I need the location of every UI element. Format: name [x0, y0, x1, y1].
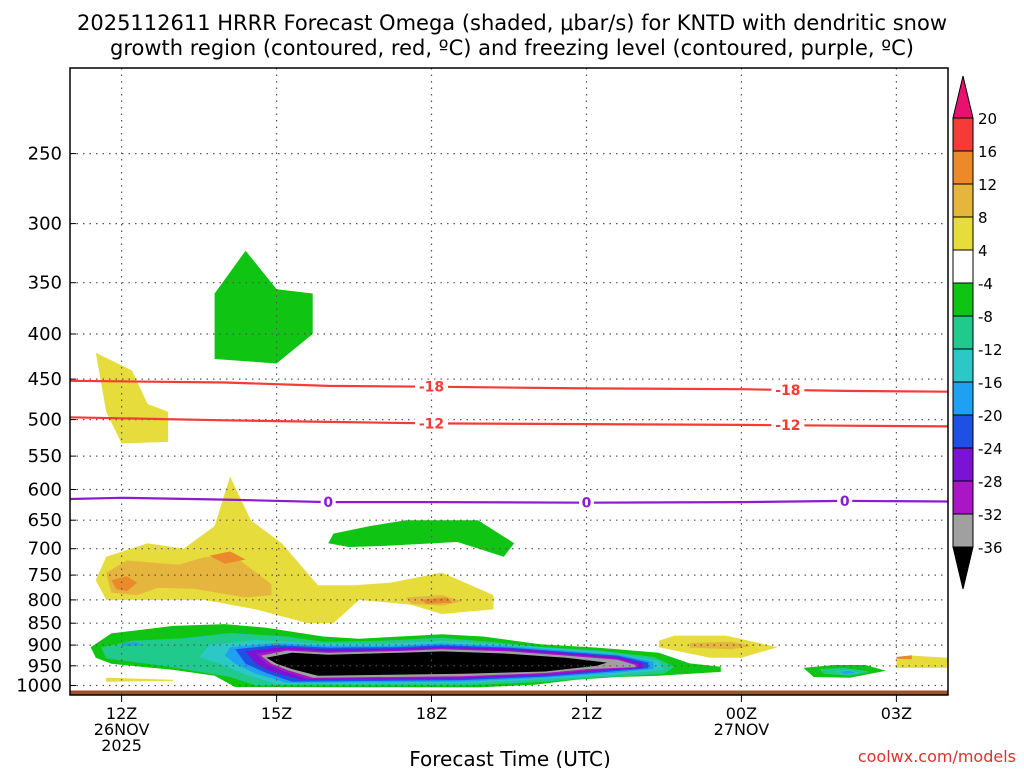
x-axis-label: Forecast Time (UTC)	[409, 747, 611, 768]
colorbar-legend: 20 16 12 8 4 -4 -8 -12 -16 -20 -24 -28 -32 -36	[952, 75, 1003, 590]
contour-label-bg-2-0	[320, 495, 336, 510]
colorbar-label-5: -4	[978, 275, 993, 293]
colorbar-label-11: -28	[978, 473, 1003, 491]
y-tick-label-450: 450	[28, 369, 62, 390]
colorbar-swatch-2	[952, 150, 974, 185]
y-tick-label-300: 300	[28, 214, 62, 235]
colorbar-swatch-1	[952, 117, 974, 152]
contour-label-bg-2-2	[837, 493, 853, 508]
y-tick-label-950: 950	[28, 656, 62, 677]
x-tick-label-00Z-0: 00Z	[726, 704, 757, 723]
y-tick-label-800: 800	[28, 590, 62, 611]
colorbar-swatch-6	[952, 282, 974, 317]
omega-region-2-2	[421, 597, 453, 604]
x-tick-label-15Z-0: 15Z	[261, 704, 292, 723]
contour-label-1-0: -12	[419, 416, 444, 432]
colorbar-label-8: -16	[978, 374, 1003, 392]
x-tick-label-21Z-0: 21Z	[571, 704, 602, 723]
colorbar-label-9: -20	[978, 407, 1003, 425]
y-tick-label-1000: 1000	[16, 676, 62, 697]
x-tick-label-12Z-1: 26NOV	[94, 720, 150, 739]
plot-frame	[69, 67, 949, 696]
x-tick-label-00Z-1: 27NOV	[714, 720, 770, 739]
contour-line-1	[70, 416, 948, 428]
colorbar-bottom-arrow	[952, 546, 974, 590]
omega-region-6-0	[121, 642, 143, 647]
contour-label-1-1: -12	[775, 418, 800, 434]
y-tick-label-900: 900	[28, 635, 62, 656]
colorbar-label-2: 12	[978, 176, 997, 194]
x-tick-label-18Z-0: 18Z	[416, 704, 447, 723]
contour-label-bg-0-1	[771, 383, 805, 397]
colorbar-label-12: -32	[978, 506, 1003, 524]
colorbar-swatch-3	[952, 183, 974, 218]
y-tick-label-700: 700	[28, 539, 62, 560]
y-tick-label-250: 250	[28, 144, 62, 165]
colorbar-label-0: 20	[978, 110, 997, 128]
omega-region-2-3	[896, 655, 912, 660]
y-tick-label-650: 650	[28, 510, 62, 531]
temperature-contours: -18 -18 -12 -12 0 0 0	[70, 379, 948, 512]
contour-label-2-2: 0	[840, 494, 850, 510]
y-tick-label-750: 750	[28, 565, 62, 586]
omega-region-2-0	[111, 576, 138, 592]
x-tick-label-12Z-0: 12Z	[106, 704, 137, 723]
colorbar-swatch-12	[952, 480, 974, 515]
y-tick-label-400: 400	[28, 324, 62, 345]
colorbar-swatch-13	[952, 513, 974, 548]
contour-label-0-1: -18	[775, 383, 800, 399]
colorbar-label-7: -12	[978, 341, 1003, 359]
omega-region-6-2	[839, 670, 855, 674]
y-tick-label-500: 500	[28, 410, 62, 431]
colorbar-swatch-9	[952, 381, 974, 416]
colorbar-label-10: -24	[978, 440, 1003, 458]
omega-region-0-4	[106, 677, 174, 682]
colorbar-swatch-5	[952, 249, 974, 284]
contour-line-2	[70, 496, 948, 504]
contour-label-0-0: -18	[419, 380, 444, 396]
colorbar-label-4: 4	[978, 242, 988, 260]
colorbar-swatch-4	[952, 216, 974, 251]
omega-region-11-0	[266, 651, 608, 676]
contour-label-bg-2-1	[579, 495, 594, 510]
colorbar-swatch-8	[952, 348, 974, 383]
x-tick-label-12Z-2: 2025	[101, 736, 142, 755]
x-tick-label-03Z-0: 03Z	[881, 704, 912, 723]
contour-label-bg-0-0	[415, 379, 448, 394]
contour-label-2-1: 0	[582, 496, 592, 512]
contour-label-bg-1-0	[415, 416, 448, 431]
colorbar-label-1: 16	[978, 143, 997, 161]
colorbar-swatch-10	[952, 414, 974, 449]
contour-line-0	[70, 379, 948, 393]
omega-region-3-1	[328, 520, 515, 557]
omega-region-2-1	[209, 551, 246, 564]
omega-region-0-1	[95, 352, 169, 444]
y-tick-label-550: 550	[28, 446, 62, 467]
chart-title-line1: 2025112611 HRRR Forecast Omega (shaded, …	[77, 11, 947, 35]
terrain-ground	[70, 690, 948, 695]
y-axis: 2503003504004505005506006507007508008509…	[16, 144, 76, 697]
contour-label-bg-1-1	[771, 418, 805, 433]
y-tick-label-350: 350	[28, 273, 62, 294]
contour-label-2-0: 0	[323, 495, 333, 511]
site-credit: coolwx.com/models	[858, 747, 1016, 766]
omega-region-3-0	[214, 250, 313, 364]
colorbar-swatch-11	[952, 447, 974, 482]
y-tick-label-850: 850	[28, 613, 62, 634]
colorbar-swatch-7	[952, 315, 974, 350]
omega-region-1-0	[106, 556, 272, 598]
colorbar-label-6: -8	[978, 308, 993, 326]
colorbar-label-13: -36	[978, 539, 1003, 557]
omega-shading-layer	[70, 250, 948, 695]
chart-title-line2: growth region (contoured, red, ºC) and f…	[110, 36, 914, 60]
y-tick-label-600: 600	[28, 480, 62, 501]
colorbar-label-3: 8	[978, 209, 988, 227]
